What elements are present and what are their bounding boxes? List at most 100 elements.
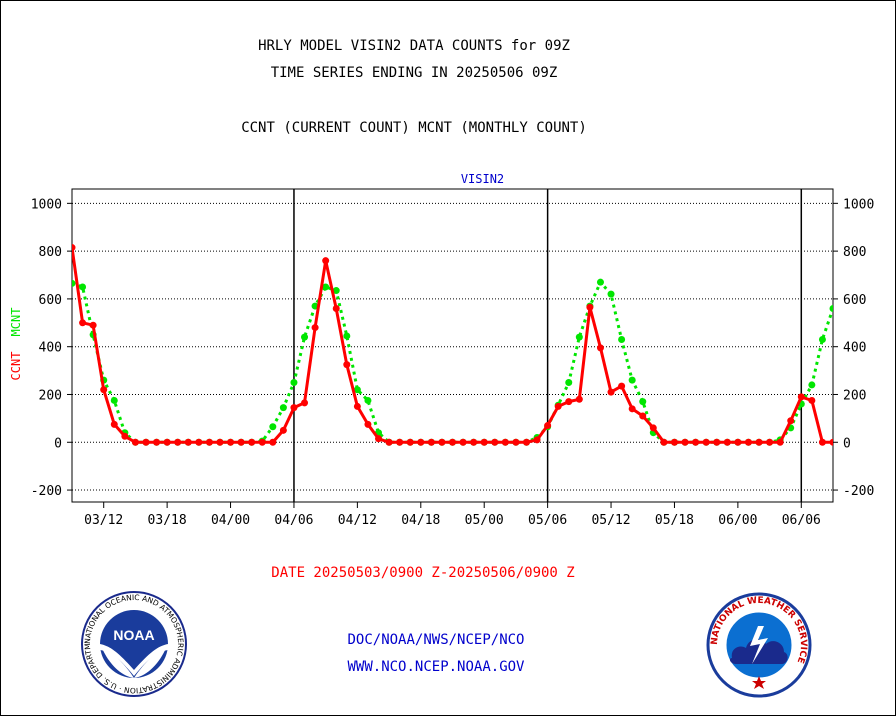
plot-frame: [71, 188, 834, 503]
x-tick-label: 03/12: [84, 513, 123, 528]
data-point-ccnt: [491, 438, 499, 446]
y-tick-label-left: 200: [39, 388, 62, 403]
data-point-ccnt: [797, 393, 805, 401]
series-layer: [72, 244, 833, 446]
x-tick-label: 04/12: [338, 513, 377, 528]
data-point-mcnt: [279, 404, 287, 412]
data-point-ccnt: [808, 396, 816, 404]
data-point-mcnt: [290, 379, 298, 387]
data-point-ccnt: [533, 436, 541, 444]
data-point-ccnt: [375, 435, 383, 443]
data-point-ccnt: [480, 438, 488, 446]
data-point-mcnt: [565, 379, 573, 387]
data-point-ccnt: [575, 395, 583, 403]
data-point-ccnt: [258, 438, 266, 446]
y-tick-label-left: 600: [39, 293, 62, 308]
data-point-ccnt: [449, 438, 456, 446]
data-point-ccnt: [174, 438, 182, 446]
data-point-ccnt: [776, 438, 784, 446]
series-line-mcnt: [72, 280, 833, 444]
data-point-mcnt: [639, 398, 647, 406]
data-point-ccnt: [110, 420, 118, 428]
data-point-ccnt: [142, 438, 150, 446]
data-point-ccnt: [512, 438, 520, 446]
data-point-ccnt: [385, 438, 393, 446]
x-tick-label: 06/00: [718, 513, 757, 528]
data-point-ccnt: [649, 424, 657, 432]
y-tick-label-left: -200: [31, 484, 62, 499]
y-tick-label-right: 1000: [843, 197, 874, 212]
chart-header-line2: TIME SERIES ENDING IN 20250506 09Z: [270, 65, 558, 81]
data-point-ccnt: [427, 438, 435, 446]
data-point-ccnt: [100, 386, 108, 394]
data-point-mcnt: [575, 333, 583, 341]
data-point-ccnt: [417, 438, 425, 446]
noaa-logo[interactable]: NATIONAL OCEANIC AND ATMOSPHERIC ADMINIS…: [80, 590, 188, 698]
data-point-ccnt: [290, 404, 298, 412]
data-point-ccnt: [153, 438, 161, 446]
nws-logo[interactable]: NATIONAL WEATHER SERVICE: [706, 592, 812, 698]
x-tick-label: 05/12: [591, 513, 630, 528]
data-point-ccnt: [660, 438, 668, 446]
data-point-ccnt: [438, 438, 446, 446]
date-range-label: DATE 20250503/0900 Z-20250506/0900 Z: [271, 565, 575, 581]
series-line-ccnt: [72, 247, 833, 444]
doc-noaa-link[interactable]: DOC/NOAA/NWS/NCEP/NCO: [347, 632, 525, 648]
data-point-mcnt: [596, 278, 604, 286]
data-point-mcnt: [79, 283, 87, 291]
x-tick-label: 06/06: [782, 513, 821, 528]
data-point-ccnt: [554, 402, 562, 410]
chart-header-line1: HRLY MODEL VISIN2 DATA COUNTS for 09Z: [258, 38, 570, 54]
star-icon: [752, 676, 766, 689]
data-point-ccnt: [343, 361, 351, 369]
nco-website-link[interactable]: WWW.NCO.NCEP.NOAA.GOV: [347, 659, 525, 675]
series-ccnt: [72, 244, 833, 446]
data-point-ccnt: [269, 438, 277, 446]
data-point-ccnt: [205, 438, 213, 446]
data-point-ccnt: [131, 438, 139, 446]
data-point-ccnt: [829, 438, 833, 446]
data-point-ccnt: [692, 438, 700, 446]
data-point-ccnt: [470, 438, 478, 446]
data-point-ccnt: [702, 438, 710, 446]
data-point-ccnt: [89, 321, 97, 329]
data-point-ccnt: [237, 438, 245, 446]
noaa-logo-text: NOAA: [113, 627, 154, 643]
data-point-ccnt: [744, 438, 752, 446]
data-point-mcnt: [618, 336, 626, 344]
data-point-ccnt: [755, 438, 763, 446]
data-point-mcnt: [829, 304, 833, 312]
data-point-ccnt: [353, 402, 361, 410]
data-point-ccnt: [184, 438, 192, 446]
data-point-ccnt: [713, 438, 721, 446]
y-tick-label-left: 1000: [31, 197, 62, 212]
y-tick-label-right: 800: [843, 245, 866, 260]
x-tick-label: 05/00: [465, 513, 504, 528]
y-tick-label-right: 600: [843, 293, 866, 308]
y-tick-label-right: 400: [843, 341, 866, 356]
x-tick-label: 05/18: [655, 513, 694, 528]
data-point-ccnt: [227, 438, 235, 446]
data-point-mcnt: [332, 287, 340, 295]
x-tick-label: 05/06: [528, 513, 567, 528]
y-tick-label-left: 0: [54, 436, 62, 451]
series-mcnt: [72, 278, 833, 446]
data-point-ccnt: [279, 426, 287, 434]
y-axis-label-ccnt: CCNT: [9, 352, 23, 381]
chart-header-line3: CCNT (CURRENT COUNT) MCNT (MONTHLY COUNT…: [241, 120, 587, 136]
data-point-ccnt: [396, 438, 404, 446]
data-point-ccnt: [787, 417, 795, 425]
y-tick-label-left: 800: [39, 245, 62, 260]
data-point-ccnt: [586, 303, 594, 311]
data-point-ccnt: [501, 438, 509, 446]
data-point-ccnt: [311, 324, 319, 332]
data-point-ccnt: [522, 438, 530, 446]
lightning-icon: [750, 626, 768, 664]
data-point-mcnt: [301, 333, 309, 341]
data-point-mcnt: [364, 396, 372, 404]
grid-layer: [72, 202, 833, 491]
data-point-mcnt: [72, 279, 76, 287]
data-point-ccnt: [121, 432, 129, 440]
data-point-ccnt: [163, 438, 171, 446]
